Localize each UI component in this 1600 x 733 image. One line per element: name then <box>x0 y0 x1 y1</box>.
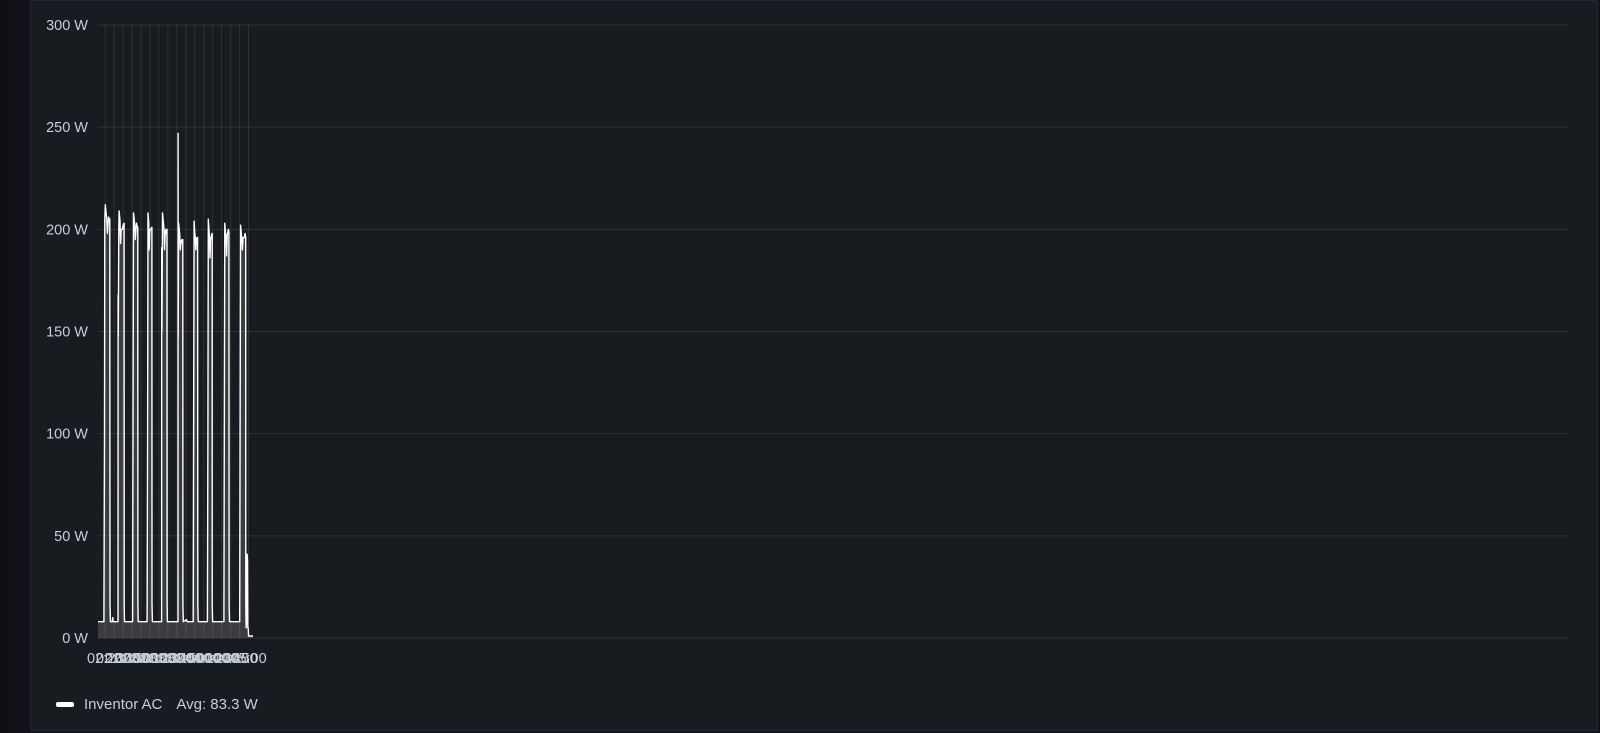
timeseries-panel <box>30 0 1598 731</box>
x-tick-label: 04:20 <box>195 651 231 667</box>
x-tick-label: 04:30 <box>204 651 240 667</box>
x-tick-label: 02:50 <box>114 651 150 667</box>
series-line-inventor-ac <box>98 132 253 637</box>
x-tick-label: 03:50 <box>168 651 204 667</box>
x-tick-label: 05:00 <box>230 651 266 667</box>
x-axis: 02:2002:3002:4002:5003:0003:1003:2003:30… <box>87 651 267 667</box>
y-tick-label: 50 W <box>54 529 88 545</box>
x-tick-label: 04:00 <box>177 651 213 667</box>
y-axis: 0 W 50 W 100 W 150 W 200 W 250 W 300 W <box>46 18 88 647</box>
x-tick-label: 02:30 <box>96 651 132 667</box>
y-tick-label: 100 W <box>46 427 88 443</box>
dashboard-left-edge <box>0 0 8 733</box>
chart-legend[interactable]: Inventor AC Avg: 83.3 W <box>56 694 258 714</box>
y-tick-label: 150 W <box>46 325 88 341</box>
y-tick-label: 250 W <box>46 120 88 136</box>
y-tick-label: 0 W <box>62 631 88 647</box>
x-tick-label: 02:40 <box>105 651 141 667</box>
y-tick-label: 300 W <box>46 18 88 34</box>
x-tick-label: 03:20 <box>141 651 177 667</box>
x-tick-label: 03:10 <box>132 651 168 667</box>
series-area-inventor-ac <box>98 133 253 639</box>
x-tick-label: 04:40 <box>212 651 248 667</box>
y-tick-label: 200 W <box>46 222 88 238</box>
x-tick-label: 03:00 <box>123 651 159 667</box>
chart-grid <box>98 24 1568 639</box>
x-tick-label: 02:20 <box>87 651 123 667</box>
legend-avg-value: Avg: 83.3 W <box>176 695 258 713</box>
legend-series-name: Inventor AC <box>84 695 163 713</box>
legend-color-swatch <box>56 701 74 707</box>
x-tick-label: 04:10 <box>186 651 222 667</box>
x-tick-label: 04:50 <box>221 651 257 667</box>
x-tick-label: 03:40 <box>159 651 195 667</box>
x-tick-label: 03:30 <box>150 651 186 667</box>
